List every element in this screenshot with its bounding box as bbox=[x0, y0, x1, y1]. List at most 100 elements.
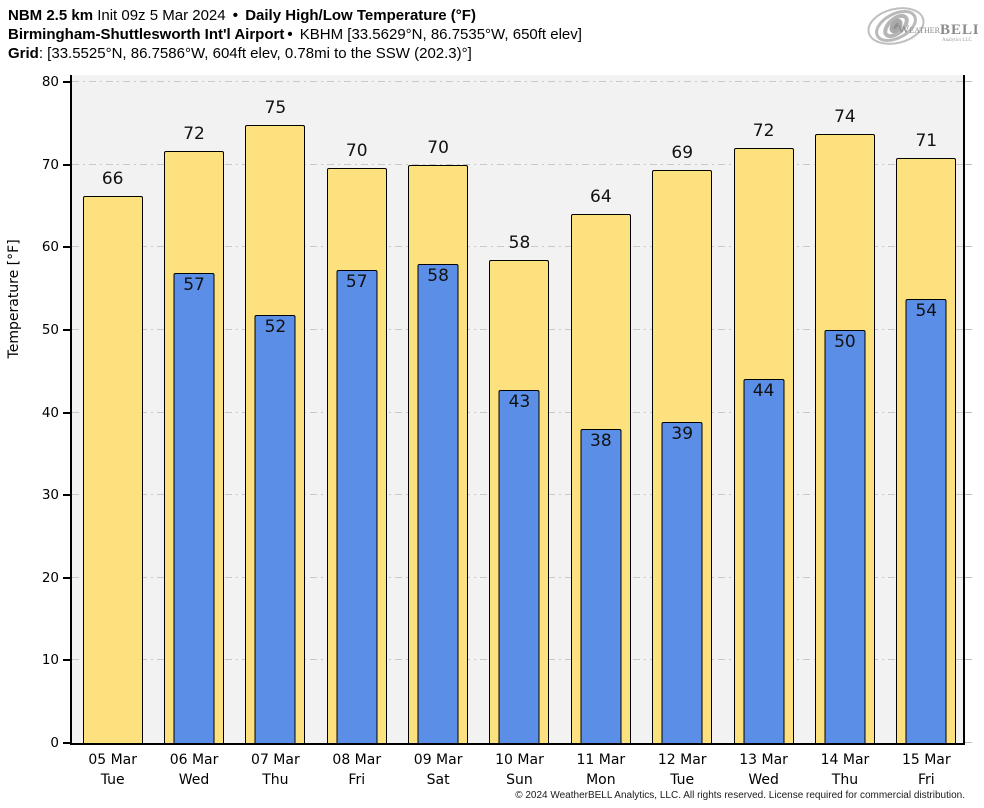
x-tick-day: Wed bbox=[748, 772, 779, 788]
y-tick-right bbox=[965, 163, 972, 165]
low-bar: 57 bbox=[173, 272, 215, 743]
x-tick-date: 10 Mar bbox=[495, 752, 544, 768]
bar-group: 66 bbox=[72, 75, 153, 743]
y-axis-label: Temperature [°F] bbox=[6, 239, 22, 359]
x-tick-label: 05 Mar Tue bbox=[72, 750, 153, 790]
x-tick-date: 15 Mar bbox=[901, 752, 951, 768]
logo-text-weather: Weather bbox=[898, 22, 941, 36]
low-value-label: 58 bbox=[427, 265, 449, 286]
y-tick bbox=[63, 576, 70, 579]
x-tick-day: Sat bbox=[426, 772, 450, 788]
x-tick-day: Tue bbox=[670, 772, 695, 788]
header-line-2: Birmingham-Shuttlesworth Int'l Airport • … bbox=[8, 25, 582, 44]
high-value-label: 64 bbox=[590, 187, 612, 208]
logo-subtitle: Analytics LLC bbox=[942, 38, 973, 43]
y-tick bbox=[63, 163, 70, 166]
x-tick-label: 06 Mar Wed bbox=[153, 750, 234, 790]
x-tick-label: 15 Mar Fri bbox=[886, 750, 967, 790]
x-tick-label: 12 Mar Tue bbox=[642, 750, 723, 790]
y-tick-right bbox=[965, 742, 972, 743]
grid-info: : [33.5525°N, 86.7586°W, 604ft elev, 0.7… bbox=[38, 45, 472, 62]
high-value-label: 69 bbox=[671, 142, 694, 163]
x-tick-date: 08 Mar bbox=[332, 752, 382, 768]
x-tick-label: 14 Mar Thu bbox=[804, 750, 885, 790]
copyright-text: © 2024 WeatherBELL Analytics, LLC. All r… bbox=[515, 790, 965, 801]
logo-swirl-icon: Weather BELL Analytics LLC bbox=[867, 7, 983, 45]
low-value-label: 57 bbox=[345, 272, 368, 293]
y-tick-label: 20 bbox=[41, 569, 59, 586]
x-tick-day: Mon bbox=[586, 772, 616, 788]
bar-group: 72 57 bbox=[153, 75, 234, 743]
x-tick-date: 13 Mar bbox=[739, 752, 788, 768]
y-tick-label: 50 bbox=[41, 321, 59, 338]
low-value-label: 52 bbox=[264, 317, 287, 338]
low-bar: 54 bbox=[905, 299, 947, 743]
x-tick-label: 08 Mar Fri bbox=[316, 750, 397, 790]
x-tick-day: Tue bbox=[100, 772, 125, 788]
y-tick bbox=[63, 494, 70, 497]
y-tick bbox=[63, 81, 70, 83]
bar-group: 69 39 bbox=[642, 75, 723, 743]
x-tick-label: 13 Mar Wed bbox=[723, 750, 804, 790]
y-tick bbox=[63, 659, 70, 662]
low-bar: 39 bbox=[661, 421, 703, 743]
y-tick-label: 0 bbox=[50, 735, 59, 751]
high-value-label: 74 bbox=[834, 107, 856, 128]
high-bar bbox=[82, 196, 143, 743]
low-bar: 58 bbox=[417, 263, 459, 743]
bar-group: 74 50 bbox=[804, 75, 885, 743]
chart-header: NBM 2.5 km Init 09z 5 Mar 2024 • Daily H… bbox=[8, 6, 582, 63]
low-bar: 57 bbox=[336, 270, 378, 743]
y-tick-label: 40 bbox=[41, 404, 59, 421]
low-bar: 43 bbox=[498, 390, 540, 743]
low-value-label: 38 bbox=[590, 431, 612, 452]
high-value-label: 66 bbox=[101, 169, 124, 190]
model-name: NBM 2.5 km bbox=[8, 7, 94, 24]
x-tick-date: 05 Mar bbox=[88, 752, 138, 768]
station-name: Birmingham-Shuttlesworth Int'l Airport bbox=[8, 26, 285, 43]
bar-group: 75 52 bbox=[235, 75, 316, 743]
high-value-label: 70 bbox=[345, 140, 368, 161]
y-tick-label: 60 bbox=[41, 239, 59, 256]
y-tick bbox=[63, 246, 70, 249]
grid-label: Grid bbox=[8, 45, 39, 62]
x-tick-day: Thu bbox=[831, 772, 859, 788]
x-tick-label: 07 Mar Thu bbox=[235, 750, 316, 790]
bar-group: 70 58 bbox=[397, 75, 478, 743]
low-value-label: 50 bbox=[834, 331, 856, 352]
high-value-label: 70 bbox=[427, 137, 449, 158]
plot-area: 0 10 20 30 40 50 60 70 80 05 Mar Tue 66 06 Mar Wed 72 5… bbox=[42, 74, 972, 788]
header-line-3: Grid: [33.5525°N, 86.7586°W, 604ft elev,… bbox=[8, 44, 582, 63]
bar-group: 58 43 bbox=[479, 75, 560, 743]
x-tick-day: Wed bbox=[178, 772, 210, 788]
low-bar: 50 bbox=[824, 329, 866, 743]
x-tick-date: 09 Mar bbox=[413, 752, 463, 768]
init-time: Init 09z 5 Mar 2024 bbox=[93, 7, 230, 24]
low-bar: 52 bbox=[254, 315, 296, 743]
bar-group: 64 38 bbox=[560, 75, 641, 743]
station-meta: KBHM [33.5629°N, 86.7535°W, 650ft elev] bbox=[295, 26, 582, 43]
low-value-label: 44 bbox=[752, 381, 775, 402]
x-tick-day: Sun bbox=[506, 772, 533, 788]
plot-inner: 0 10 20 30 40 50 60 70 80 05 Mar Tue 66 06 Mar Wed 72 5… bbox=[42, 74, 972, 788]
weatherbell-logo: Weather BELL Analytics LLC bbox=[864, 2, 983, 50]
logo-text-bell: BELL bbox=[940, 22, 978, 38]
low-value-label: 39 bbox=[671, 423, 694, 444]
y-tick-right bbox=[965, 494, 972, 496]
y-tick-right bbox=[965, 576, 972, 578]
x-tick-day: Thu bbox=[262, 772, 289, 788]
y-tick-label: 70 bbox=[41, 156, 59, 173]
low-bar: 38 bbox=[580, 429, 622, 743]
x-tick-date: 11 Mar bbox=[576, 752, 626, 768]
high-value-label: 71 bbox=[915, 131, 938, 152]
y-tick bbox=[63, 328, 70, 331]
x-tick-label: 11 Mar Mon bbox=[560, 750, 641, 790]
bullet-separator: • bbox=[232, 7, 239, 24]
high-value-label: 58 bbox=[508, 233, 531, 254]
y-tick-label: 30 bbox=[41, 487, 59, 504]
x-tick-day: Fri bbox=[348, 772, 366, 788]
y-tick-right bbox=[965, 81, 972, 82]
high-value-label: 75 bbox=[264, 97, 287, 118]
high-value-label: 72 bbox=[752, 121, 775, 142]
